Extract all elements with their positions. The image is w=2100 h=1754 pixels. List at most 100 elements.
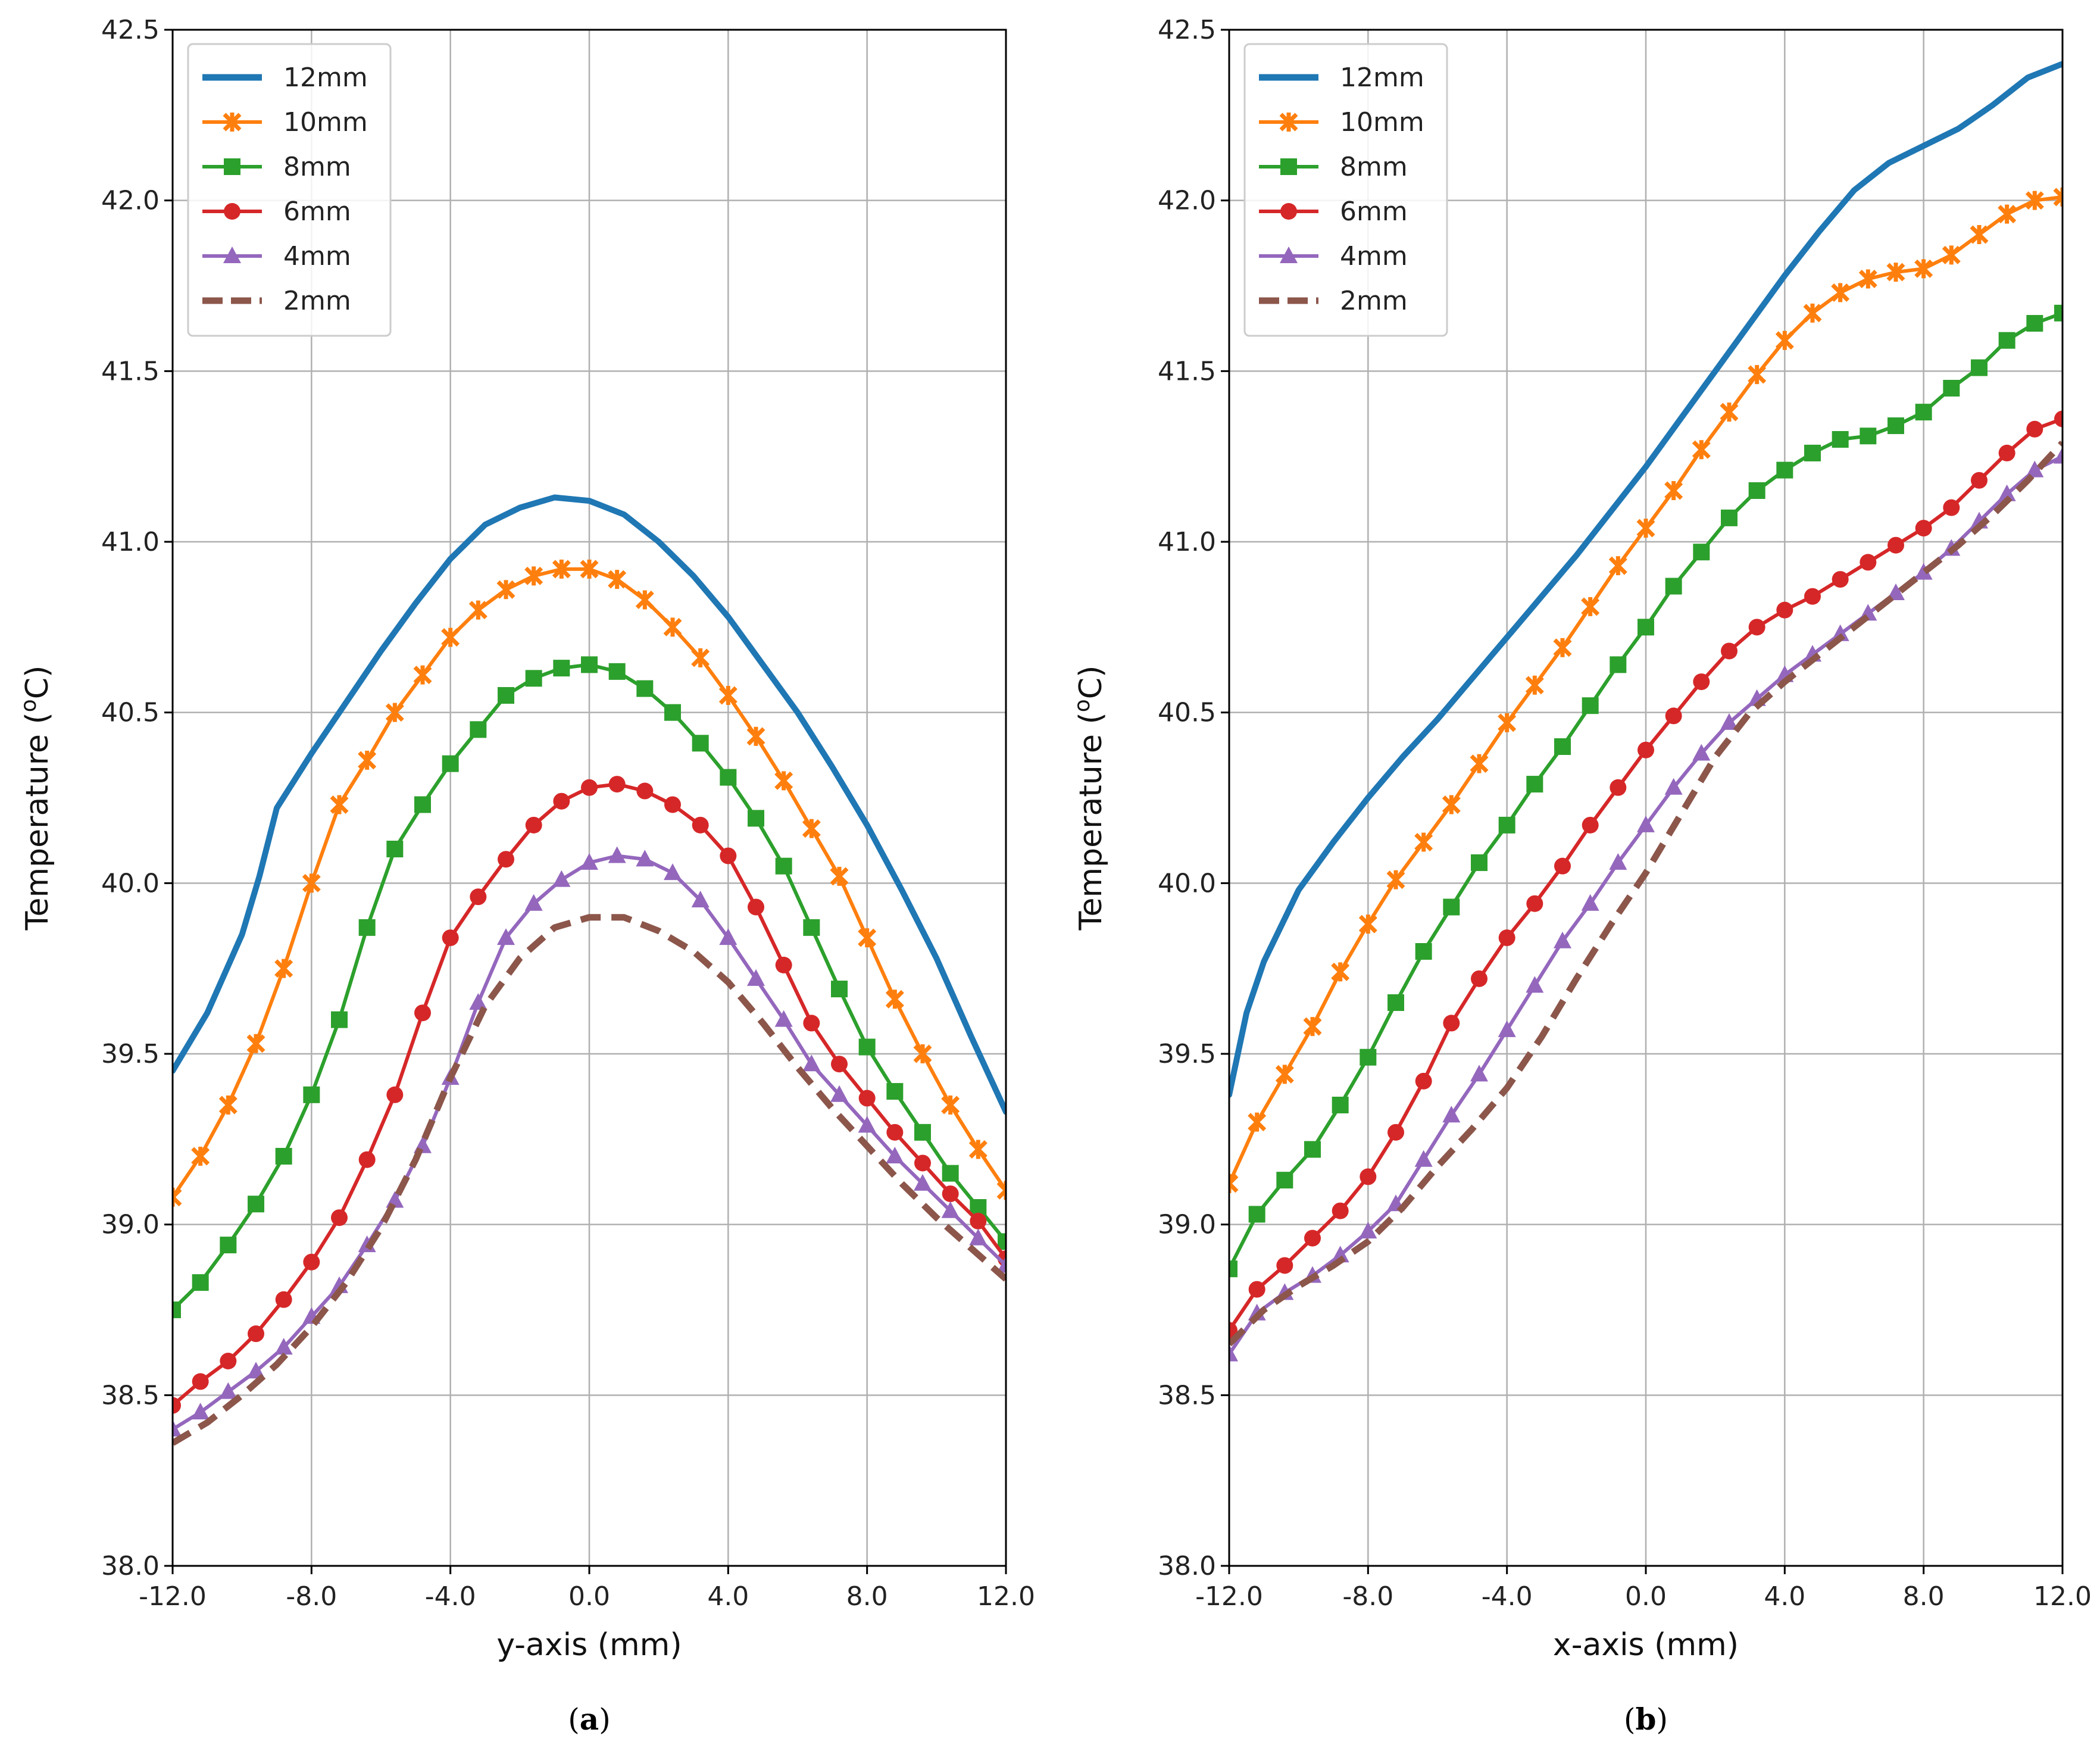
data-point-a-10mm-8: [385, 703, 404, 722]
legend-label-a-8mm: 8mm: [283, 152, 351, 182]
data-point-a-4mm-1: [191, 1403, 210, 1419]
data-point-b-6mm-15: [1638, 741, 1654, 759]
data-point-a-8mm-30: [998, 1233, 1006, 1250]
data-point-b-6mm-26: [1943, 499, 1960, 516]
data-point-b-6mm-22: [1832, 571, 1849, 588]
x-tick-label-b-12-0: 12.0: [2033, 1581, 2092, 1612]
data-point-a-6mm-23: [803, 1015, 820, 1032]
data-point-a-6mm-26: [886, 1123, 904, 1141]
data-point-b-10mm-10: [1498, 713, 1517, 732]
data-point-b-4mm-22: [1831, 624, 1849, 641]
data-point-a-6mm-13: [525, 816, 542, 834]
data-point-a-6mm-11: [470, 888, 487, 906]
data-point-b-4mm-29: [2026, 460, 2044, 477]
data-point-b-10mm-7: [1414, 832, 1433, 852]
data-point-a-8mm-11: [470, 721, 487, 738]
data-point-b-8mm-15: [1638, 619, 1654, 636]
data-point-b-6mm-10: [1498, 929, 1515, 947]
ticks-a: -12.0 -8.0 -4.0 0.0 4.0 8.0 12.0 38.0 38.5 39.0 39…: [101, 15, 1035, 1612]
data-point-b-4mm-4: [1331, 1246, 1349, 1263]
data-point-b-8mm-24: [1888, 417, 1904, 435]
data-point-b-8mm-10: [1498, 816, 1515, 834]
data-point-a-4mm-29: [969, 1228, 988, 1246]
data-point-b-4mm-8: [1442, 1106, 1461, 1123]
data-point-a-8mm-23: [803, 919, 820, 936]
data-point-a-8mm-15: [581, 656, 598, 673]
data-point-a-10mm-15: [580, 559, 599, 579]
data-point-b-4mm-10: [1498, 1020, 1516, 1037]
data-point-b-4mm-5: [1359, 1222, 1377, 1239]
x-tick-label-a-8-0: 8.0: [846, 1581, 888, 1612]
data-point-a-8mm-12: [498, 687, 514, 704]
data-point-a-4mm-17: [636, 850, 654, 867]
data-point-b-10mm-4: [1331, 962, 1350, 982]
data-point-a-6mm-12: [498, 851, 514, 868]
legend-label-a-4mm: 4mm: [283, 241, 351, 271]
data-point-b-6mm-1: [1248, 1281, 1265, 1298]
legend-label-b-4mm: 4mm: [1340, 241, 1408, 271]
data-point-a-6mm-29: [970, 1212, 987, 1229]
data-point-b-6mm-29: [2026, 420, 2043, 438]
series-line-b-2mm: [1229, 440, 2062, 1347]
data-point-b-4mm-7: [1414, 1150, 1433, 1167]
data-point-a-8mm-28: [942, 1165, 959, 1182]
data-point-a-10mm-18: [663, 617, 682, 637]
data-point-a-10mm-29: [968, 1140, 988, 1159]
data-point-b-4mm-11: [1526, 976, 1544, 993]
y-tick-label-a-42-5: 42.5: [101, 15, 160, 45]
x-tick-label-b-0-0: 0.0: [1625, 1581, 1667, 1612]
y-tick-label-a-41-5: 41.5: [101, 356, 160, 386]
data-point-a-4mm-28: [941, 1201, 960, 1218]
data-point-b-4mm-25: [1914, 563, 1933, 580]
data-point-b-6mm-4: [1332, 1202, 1349, 1219]
x-tick-label-b-8-0: 8.0: [1903, 1581, 1945, 1612]
data-point-a-6mm-7: [358, 1151, 376, 1168]
data-point-a-4mm-15: [580, 853, 598, 870]
y-tick-label-b-39-5: 39.5: [1158, 1039, 1216, 1069]
data-point-a-4mm-24: [830, 1085, 848, 1102]
data-point-b-10mm-30: [2053, 187, 2062, 207]
data-point-b-10mm-18: [1720, 402, 1739, 422]
data-point-a-8mm-19: [692, 735, 709, 752]
data-point-b-8mm-7: [1415, 943, 1432, 960]
legend-a: 12mm 10mm 8mm 6mm 4mm 2mm: [187, 43, 392, 337]
data-point-a-6mm-18: [664, 796, 681, 813]
data-point-a-4mm-27: [914, 1174, 932, 1191]
data-point-b-10mm-29: [2025, 191, 2044, 210]
data-point-a-10mm-2: [218, 1096, 238, 1115]
data-point-b-6mm-8: [1443, 1015, 1460, 1032]
data-point-a-10mm-19: [691, 648, 710, 667]
y-axis-label-a: Temperature (oC): [17, 666, 56, 931]
x-tick-label-b-4-0: 4.0: [1764, 1581, 1805, 1612]
data-point-a-8mm-14: [553, 660, 570, 677]
series-line-b-12mm: [1229, 61, 2062, 1098]
panel-label-b: (b): [1624, 1702, 1668, 1737]
data-point-a-8mm-9: [414, 796, 431, 813]
data-point-b-6mm-16: [1665, 707, 1682, 725]
y-tick-label-b-41-0: 41.0: [1158, 527, 1216, 557]
data-point-a-4mm-26: [886, 1147, 904, 1163]
data-point-a-4mm-12: [497, 928, 515, 945]
x-tick-label-b--8-0: -8.0: [1342, 1581, 1393, 1612]
data-point-a-8mm-0: [173, 1302, 181, 1318]
data-point-b-4mm-30: [2054, 447, 2062, 464]
data-point-b-8mm-5: [1360, 1048, 1377, 1066]
data-point-a-10mm-5: [302, 873, 321, 893]
data-point-a-4mm-11: [469, 993, 488, 1010]
data-point-b-6mm-21: [1804, 588, 1821, 605]
data-point-a-10mm-21: [746, 726, 765, 746]
data-point-b-8mm-26: [1943, 380, 1960, 397]
data-point-a-6mm-17: [636, 782, 654, 800]
data-point-a-8mm-17: [636, 680, 654, 697]
y-axis-label-b: Temperature (oC): [1070, 666, 1110, 931]
data-point-a-8mm-21: [748, 810, 764, 827]
data-point-b-6mm-7: [1415, 1072, 1432, 1090]
data-point-b-10mm-21: [1803, 303, 1822, 323]
legend-label-a-2mm: 2mm: [283, 286, 351, 316]
series-layer-a: [173, 494, 1006, 1446]
data-point-a-6mm-6: [331, 1209, 348, 1226]
data-point-a-6mm-14: [553, 792, 570, 810]
data-point-a-8mm-27: [914, 1123, 931, 1141]
data-point-b-8mm-4: [1332, 1097, 1349, 1113]
data-point-b-6mm-9: [1471, 970, 1488, 987]
